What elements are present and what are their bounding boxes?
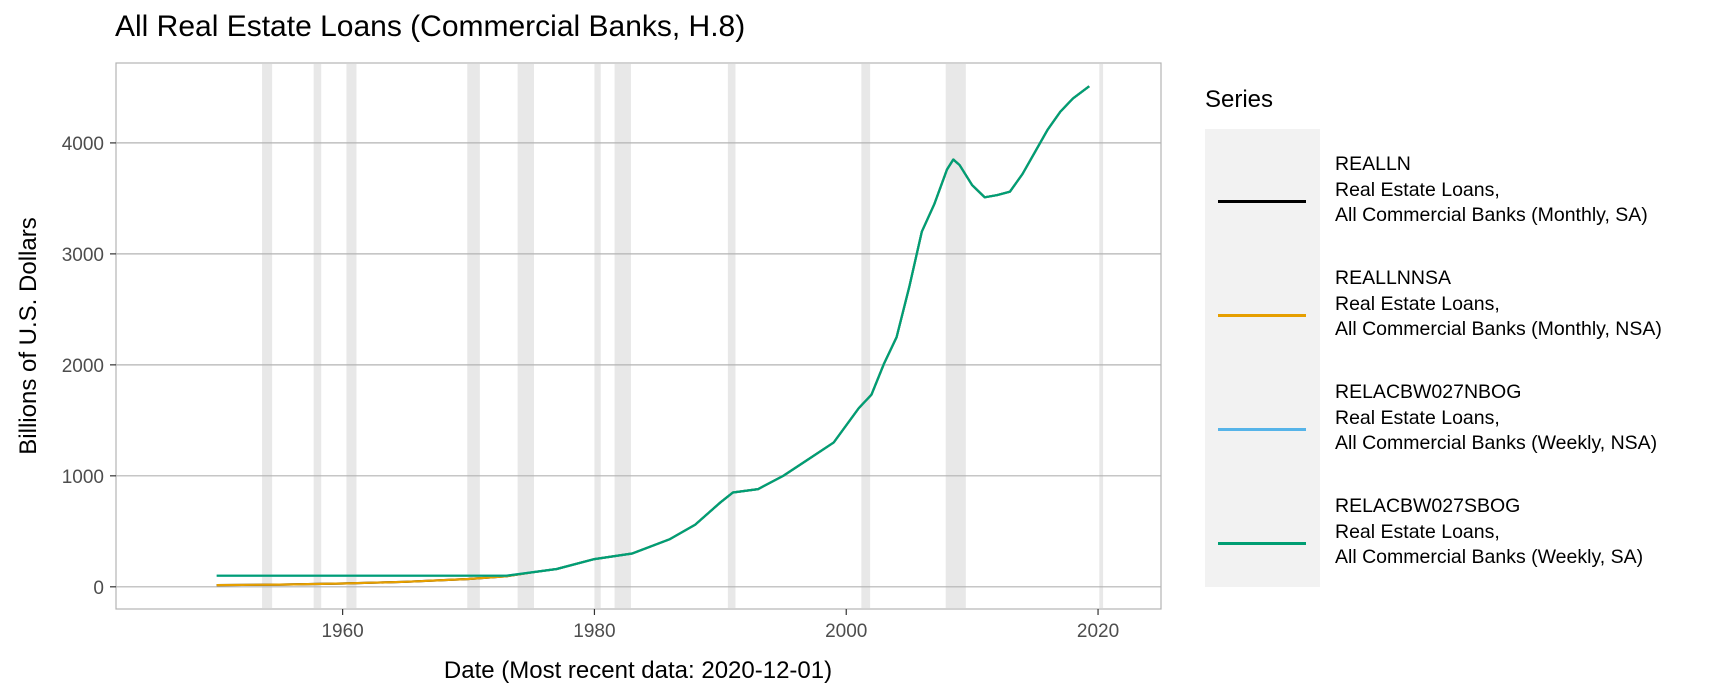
legend-key-background: [1205, 129, 1320, 587]
x-tick-label-3: 2020: [1077, 621, 1119, 642]
legend-label-line-0: REALLNNSA: [1335, 267, 1451, 289]
legend-item-relacbw027nbog: RELACBW027NBOG Real Estate Loans, All Comm…: [1205, 380, 1725, 480]
y-axis-title: Billions of U.S. Dollars: [15, 217, 42, 454]
recession-band-0: [262, 64, 273, 608]
series-line-relacbw027sbog: [216, 85, 1090, 577]
x-tick-label-2: 2000: [825, 621, 867, 642]
x-axis-title: Date (Most recent data: 2020-12-01): [444, 657, 832, 684]
plot-panel: [115, 62, 1162, 610]
x-tick-label-0: 1960: [321, 621, 363, 642]
series-lines: [216, 85, 1090, 587]
recession-band-1: [313, 64, 322, 608]
legend-label-line-2: All Commercial Banks (Weekly, SA): [1335, 546, 1644, 568]
recession-band-6: [614, 64, 631, 608]
legend-label-line-1: Real Estate Loans,: [1335, 292, 1500, 315]
y-tick-label-4: 4000: [62, 134, 104, 155]
legend-label: RELACBW027SBOG Real Estate Loans, All Comm…: [1335, 494, 1643, 571]
legend-key-reallnnsa: [1218, 314, 1306, 317]
legend-label-line-2: All Commercial Banks (Monthly, NSA): [1335, 318, 1662, 340]
recession-band-2: [346, 64, 357, 608]
legend-label-line-2: All Commercial Banks (Weekly, NSA): [1335, 432, 1658, 454]
recession-band-4: [517, 64, 534, 608]
x-axis-ticks: 1960 1980 2000 2020: [321, 609, 1119, 642]
recession-band-9: [945, 64, 966, 608]
legend-label-line-2: All Commercial Banks (Monthly, SA): [1335, 204, 1648, 226]
recession-band-3: [467, 64, 480, 608]
legend: Series REALLN Real Estate Loans, All Comme…: [1205, 86, 1725, 606]
grid-lines: [116, 142, 1161, 588]
y-tick-label-2: 2000: [62, 356, 104, 377]
y-axis-ticks: 0 1000 2000 3000 4000: [62, 134, 116, 599]
legend-item-realln: REALLN Real Estate Loans, All Commercial B…: [1205, 152, 1725, 252]
recession-band-7: [727, 64, 736, 608]
legend-item-reallnnsa: REALLNNSA Real Estate Loans, All Commercia…: [1205, 266, 1725, 366]
y-tick-label-0: 0: [93, 578, 104, 599]
legend-key-realln: [1218, 200, 1306, 203]
legend-key-relacbw027nbog: [1218, 428, 1306, 431]
legend-label-line-1: Real Estate Loans,: [1335, 178, 1500, 201]
recession-band-8: [861, 64, 871, 608]
chart-title: All Real Estate Loans (Commercial Banks,…: [115, 10, 746, 43]
x-tick-label-1: 1980: [573, 621, 615, 642]
recession-bands: [262, 64, 1104, 608]
recession-band-5: [594, 64, 601, 608]
legend-label-line-0: RELACBW027NBOG: [1335, 381, 1522, 403]
legend-title: Series: [1205, 86, 1274, 113]
legend-label-line-1: Real Estate Loans,: [1335, 406, 1500, 429]
legend-label-line-0: REALLN: [1335, 153, 1411, 175]
legend-item-relacbw027sbog: RELACBW027SBOG Real Estate Loans, All Comm…: [1205, 494, 1725, 594]
legend-label: REALLNNSA Real Estate Loans, All Commercia…: [1335, 266, 1662, 343]
legend-key-relacbw027sbog: [1218, 542, 1306, 545]
legend-label: RELACBW027NBOG Real Estate Loans, All Comm…: [1335, 380, 1657, 457]
legend-label-line-0: RELACBW027SBOG: [1335, 495, 1521, 517]
y-tick-label-1: 1000: [62, 467, 104, 488]
legend-label-line-1: Real Estate Loans,: [1335, 520, 1500, 543]
legend-label: REALLN Real Estate Loans, All Commercial B…: [1335, 152, 1648, 229]
recession-band-10: [1099, 64, 1104, 608]
y-tick-label-3: 3000: [62, 245, 104, 266]
